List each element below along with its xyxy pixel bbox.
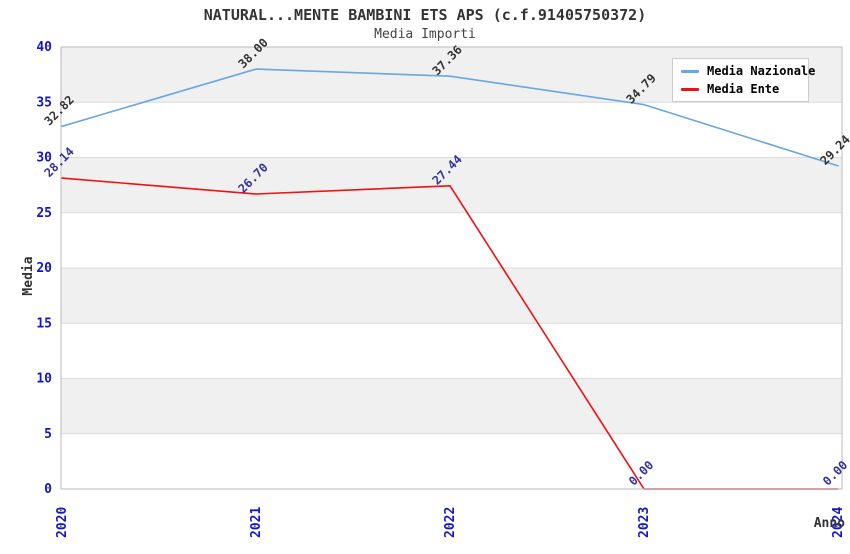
legend: Media Nazionale Media Ente (672, 58, 815, 102)
svg-text:20: 20 (36, 261, 52, 276)
legend-item-media-nazionale: Media Nazionale (681, 64, 815, 78)
svg-text:2024: 2024 (831, 507, 846, 538)
plot-bands (61, 47, 842, 489)
svg-text:30: 30 (36, 151, 52, 166)
legend-label: Media Nazionale (707, 64, 816, 78)
legend-swatch-media-nazionale (681, 69, 699, 73)
legend-item-media-ente: Media Ente (681, 82, 804, 96)
svg-text:25: 25 (36, 206, 52, 221)
plot-gridlines (61, 101, 842, 435)
svg-text:10: 10 (36, 372, 52, 387)
svg-text:0: 0 (44, 482, 52, 497)
x-axis-tick-labels: 2020 2021 2022 2023 2024 (55, 507, 846, 538)
legend-swatch-media-ente (681, 87, 699, 91)
svg-text:40: 40 (36, 40, 52, 55)
plot-border (60, 46, 843, 490)
chart-title: NATURAL...MENTE BAMBINI ETS APS (c.f.914… (203, 6, 647, 24)
y-axis-title: Media (21, 256, 36, 295)
y-axis-tick-labels: 0 5 10 15 20 25 30 35 40 (36, 40, 52, 497)
chart-subtitle: Media Importi (374, 27, 476, 42)
legend-label: Media Ente (707, 82, 780, 96)
svg-text:2022: 2022 (443, 507, 458, 538)
svg-text:2020: 2020 (55, 507, 70, 538)
svg-text:15: 15 (36, 316, 52, 331)
svg-text:2021: 2021 (249, 507, 264, 538)
x-axis-title: Anno (814, 516, 845, 531)
svg-text:2023: 2023 (637, 507, 652, 538)
svg-text:5: 5 (44, 427, 52, 442)
svg-text:35: 35 (36, 95, 52, 110)
